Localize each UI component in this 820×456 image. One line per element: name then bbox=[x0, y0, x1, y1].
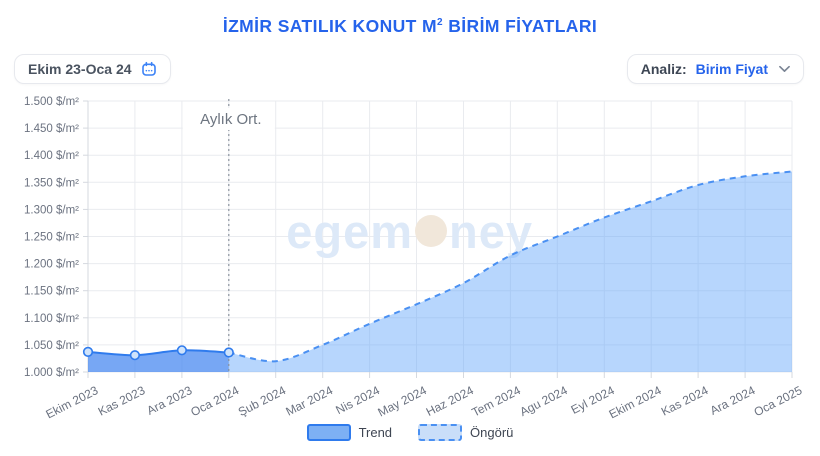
price-area-chart[interactable]: 1.000 $/m² 1.050 $/m² 1.100 $/m² 1.150 $/m²… bbox=[0, 92, 820, 422]
x-tick-label: Nis 2024 bbox=[333, 383, 382, 417]
y-tick-label: 1.500 $/m² bbox=[24, 96, 79, 108]
page-title: İZMİR SATILIK KONUT M2 BİRİM FİYATLARI bbox=[0, 16, 820, 37]
chart-legend: Trend Öngörü bbox=[0, 424, 820, 441]
trend-line bbox=[87, 349, 229, 357]
x-tick-label: May 2024 bbox=[376, 383, 430, 420]
x-tick-label: Oca 2025 bbox=[752, 383, 805, 419]
annotation-label: Aylık Ort. bbox=[200, 111, 261, 128]
legend-label-forecast: Öngörü bbox=[470, 425, 514, 440]
calendar-icon bbox=[141, 61, 157, 77]
x-tick-label: Ara 2023 bbox=[145, 383, 195, 418]
y-tick-label: 1.300 $/m² bbox=[24, 204, 79, 216]
watermark-logo: egem ney bbox=[286, 205, 533, 258]
x-tick-label: Oca 2024 bbox=[188, 383, 241, 419]
analysis-dropdown[interactable]: Analiz: Birim Fiyat bbox=[626, 54, 804, 84]
x-tick-label: Kas 2024 bbox=[659, 383, 711, 419]
legend-label-trend: Trend bbox=[358, 425, 393, 440]
y-tick-label: 1.100 $/m² bbox=[24, 313, 79, 325]
trend-point-marker bbox=[129, 350, 140, 361]
title-text-suffix: BİRİM FİYATLARI bbox=[442, 16, 598, 36]
svg-text:egem: egem bbox=[286, 205, 413, 258]
watermark-dot bbox=[415, 215, 447, 247]
x-tick-label: Haz 2024 bbox=[424, 383, 476, 419]
y-tick-label: 1.450 $/m² bbox=[24, 123, 79, 135]
date-range-button[interactable]: Ekim 23-Oca 24 bbox=[14, 54, 171, 84]
y-tick-label: 1.200 $/m² bbox=[24, 259, 79, 271]
y-tick-label: 1.150 $/m² bbox=[24, 286, 79, 298]
x-tick-label: Agu 2024 bbox=[518, 383, 570, 419]
svg-text:ney: ney bbox=[449, 205, 533, 258]
analysis-label: Analiz: bbox=[640, 61, 687, 77]
forecast-area bbox=[228, 171, 793, 372]
chevron-down-icon bbox=[779, 65, 790, 73]
annotation-label-bg bbox=[182, 108, 275, 130]
trend-swatch bbox=[306, 424, 351, 441]
trend-point-marker bbox=[82, 346, 94, 357]
x-tick-label: Mar 2024 bbox=[284, 383, 336, 419]
y-tick-label: 1.050 $/m² bbox=[24, 340, 79, 352]
title-text: İZMİR SATILIK KONUT M bbox=[222, 16, 437, 36]
trend-point-marker bbox=[223, 347, 234, 358]
trend-point-marker bbox=[176, 345, 187, 356]
x-tick-label: Kas 2023 bbox=[96, 383, 148, 419]
y-tick-label: 1.000 $/m² bbox=[24, 367, 79, 379]
analysis-value: Birim Fiyat bbox=[695, 61, 768, 77]
forecast-swatch bbox=[418, 424, 463, 441]
x-tick-label: Ekim 2023 bbox=[43, 383, 100, 421]
y-tick-label: 1.400 $/m² bbox=[24, 150, 79, 162]
legend-item-forecast[interactable]: Öngörü bbox=[418, 424, 513, 441]
x-tick-label: Ekim 2024 bbox=[607, 383, 664, 421]
date-range-label: Ekim 23-Oca 24 bbox=[28, 61, 132, 77]
y-tick-label: 1.250 $/m² bbox=[24, 232, 79, 244]
x-tick-label: Tem 2024 bbox=[469, 383, 523, 420]
x-tick-label: Şub 2024 bbox=[236, 383, 288, 419]
x-tick-label: Ara 2024 bbox=[708, 383, 758, 418]
forecast-line bbox=[228, 170, 793, 363]
title-superscript: 2 bbox=[437, 17, 443, 29]
legend-item-trend[interactable]: Trend bbox=[306, 424, 393, 441]
y-tick-label: 1.350 $/m² bbox=[24, 177, 79, 189]
